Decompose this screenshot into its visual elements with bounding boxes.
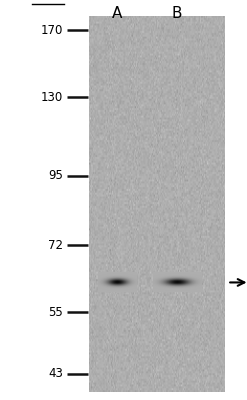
Text: 72: 72 xyxy=(48,238,63,252)
Text: B: B xyxy=(172,6,183,22)
Text: A: A xyxy=(112,6,123,22)
Text: 55: 55 xyxy=(48,306,63,319)
Text: KDa: KDa xyxy=(36,0,63,3)
Text: 95: 95 xyxy=(48,169,63,182)
Text: 43: 43 xyxy=(48,368,63,380)
Bar xyxy=(89,16,225,392)
Text: 170: 170 xyxy=(41,24,63,37)
Text: 130: 130 xyxy=(41,91,63,104)
